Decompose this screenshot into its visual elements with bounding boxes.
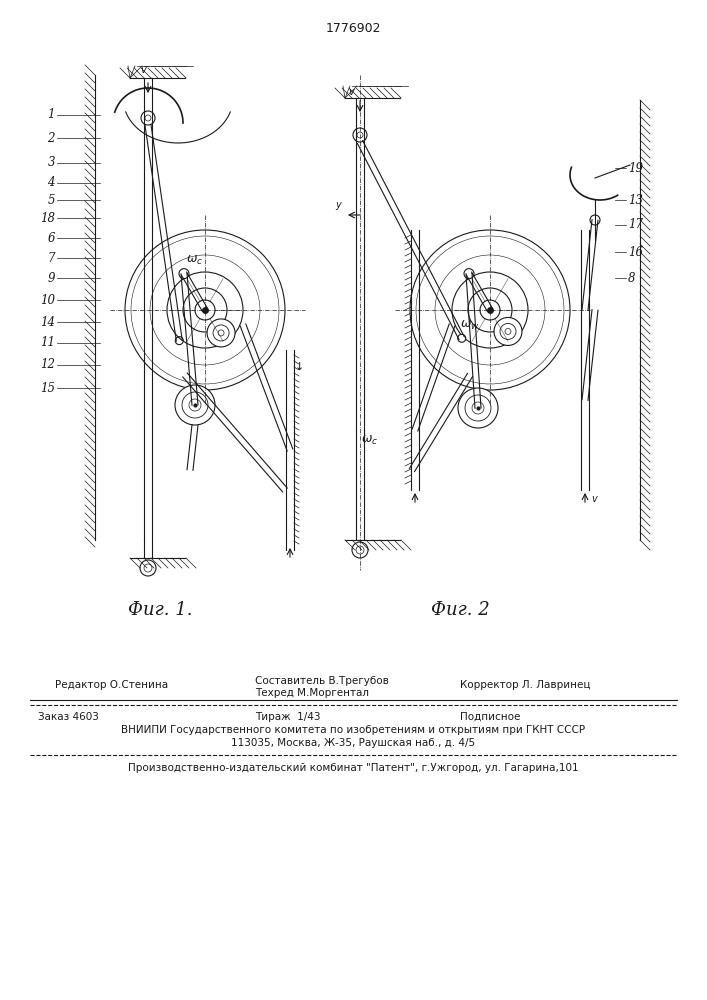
Text: $\omega_w$: $\omega_w$: [460, 318, 480, 332]
Text: 18: 18: [40, 212, 55, 225]
Circle shape: [179, 269, 189, 279]
Text: 15: 15: [40, 381, 55, 394]
Circle shape: [175, 385, 215, 425]
Circle shape: [140, 560, 156, 576]
Text: 16: 16: [628, 245, 643, 258]
Circle shape: [175, 337, 183, 345]
Text: Тираж  1/43: Тираж 1/43: [255, 712, 320, 722]
Text: v: v: [348, 87, 354, 97]
Text: 10: 10: [40, 294, 55, 306]
Circle shape: [458, 388, 498, 428]
Text: 17: 17: [628, 219, 643, 232]
Text: 1: 1: [47, 108, 55, 121]
Text: 7: 7: [47, 251, 55, 264]
Circle shape: [494, 317, 522, 345]
Circle shape: [352, 542, 368, 558]
Text: 14: 14: [40, 316, 55, 328]
Text: ВНИИПИ Государственного комитета по изобретениям и открытиям при ГКНТ СССР: ВНИИПИ Государственного комитета по изоб…: [121, 725, 585, 735]
Text: 13: 13: [628, 194, 643, 207]
Circle shape: [207, 319, 235, 347]
Text: 113035, Москва, Ж-35, Раушская наб., д. 4/5: 113035, Москва, Ж-35, Раушская наб., д. …: [231, 738, 475, 748]
Text: Фиг. 1.: Фиг. 1.: [128, 601, 192, 619]
Text: Редактор О.Стенина: Редактор О.Стенина: [55, 680, 168, 690]
Text: 4: 4: [47, 176, 55, 190]
Text: $\omega_c$: $\omega_c$: [187, 253, 204, 267]
Text: 6: 6: [47, 232, 55, 244]
Text: 12: 12: [40, 359, 55, 371]
Text: 3: 3: [47, 156, 55, 169]
Text: 19: 19: [628, 161, 643, 174]
Text: ↓: ↓: [295, 362, 305, 372]
Text: 1776902: 1776902: [325, 21, 381, 34]
Text: Фиг. 2: Фиг. 2: [431, 601, 489, 619]
Circle shape: [464, 269, 474, 279]
Circle shape: [141, 111, 155, 125]
Text: Производственно-издательский комбинат "Патент", г.Ужгород, ул. Гагарина,101: Производственно-издательский комбинат "П…: [128, 763, 578, 773]
Text: v: v: [140, 65, 146, 75]
Text: Заказ 4603: Заказ 4603: [38, 712, 99, 722]
Text: 5: 5: [47, 194, 55, 207]
Text: Техред М.Моргентал: Техред М.Моргентал: [255, 688, 369, 698]
Text: $\omega_c$: $\omega_c$: [361, 433, 378, 447]
Text: 11: 11: [40, 336, 55, 350]
Text: Составитель В.Трегубов: Составитель В.Трегубов: [255, 676, 389, 686]
Text: Корректор Л. Лавринец: Корректор Л. Лавринец: [460, 680, 590, 690]
Text: 2: 2: [47, 131, 55, 144]
Circle shape: [457, 334, 466, 342]
Circle shape: [590, 215, 600, 225]
Text: y: y: [335, 200, 341, 210]
Circle shape: [353, 128, 367, 142]
Text: Подписное: Подписное: [460, 712, 520, 722]
Text: 8: 8: [628, 271, 636, 284]
Text: 9: 9: [47, 271, 55, 284]
Text: v: v: [591, 494, 597, 504]
